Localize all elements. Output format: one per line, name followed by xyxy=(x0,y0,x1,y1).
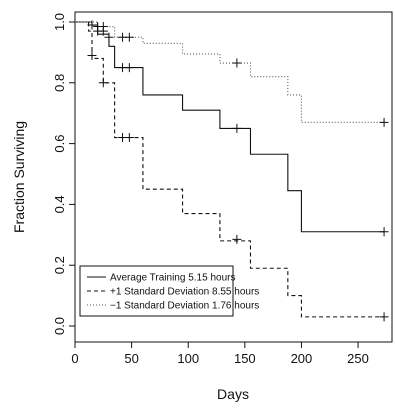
x-tick-label: 0 xyxy=(71,351,78,366)
censor-mark xyxy=(232,123,242,133)
x-axis-ticks: 0 50 100 150 200 250 xyxy=(71,342,369,366)
legend-label-plus-sd: +1 Standard Deviation 8.55 hours xyxy=(110,287,259,298)
censor-mark xyxy=(379,117,389,127)
censor-mark xyxy=(87,20,97,30)
censor-mark xyxy=(124,133,134,143)
x-tick-label: 50 xyxy=(124,351,138,366)
censor-mark xyxy=(104,32,114,42)
series-line-solid xyxy=(75,21,385,233)
y-tick-label: 0.6 xyxy=(52,135,67,153)
plot-frame xyxy=(74,11,393,343)
x-tick-label: 100 xyxy=(177,351,199,366)
y-axis-title: Fraction Surviving xyxy=(11,121,27,233)
censor-mark xyxy=(98,78,108,88)
x-tick-label: 150 xyxy=(234,351,256,366)
censor-mark xyxy=(232,234,242,244)
series-line-dashed xyxy=(75,21,385,318)
y-tick-label: 0.8 xyxy=(52,74,67,92)
series-line-dotted xyxy=(75,21,385,123)
y-tick-label: 0.0 xyxy=(52,317,67,335)
x-tick-label: 200 xyxy=(291,351,313,366)
y-tick-label: 0.4 xyxy=(52,195,67,213)
censor-mark xyxy=(379,227,389,237)
censor-mark xyxy=(379,312,389,322)
censor-marks xyxy=(87,20,389,322)
legend-label-average: Average Training 5.15 hours xyxy=(110,273,235,284)
censor-mark xyxy=(124,32,134,42)
censor-mark xyxy=(98,22,108,32)
censor-mark xyxy=(124,63,134,73)
legend-box xyxy=(79,265,234,317)
legend-label-minus-sd: −1 Standard Deviation 1.76 hours xyxy=(110,301,259,312)
legend: Average Training 5.15 hours +1 Standard … xyxy=(79,265,259,317)
censor-mark xyxy=(87,50,97,60)
y-axis-ticks: 0.0 0.2 0.4 0.6 0.8 1.0 xyxy=(52,13,75,335)
y-tick-label: 1.0 xyxy=(52,13,67,31)
x-tick-label: 250 xyxy=(347,351,369,366)
x-axis-title: Days xyxy=(217,386,249,402)
y-tick-label: 0.2 xyxy=(52,256,67,274)
censor-mark xyxy=(232,58,242,68)
